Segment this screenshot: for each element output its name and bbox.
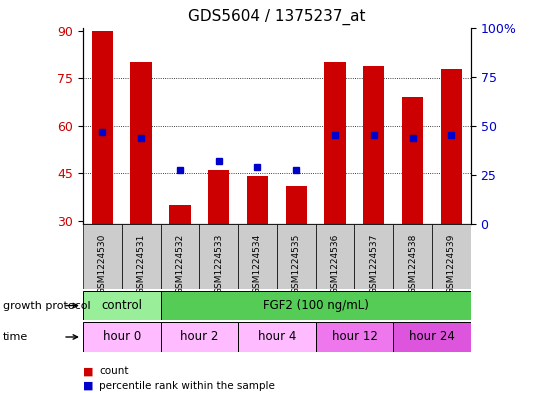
- Bar: [169, 205, 190, 224]
- Bar: [324, 62, 346, 224]
- Bar: [354, 224, 393, 289]
- Title: GDS5604 / 1375237_at: GDS5604 / 1375237_at: [188, 9, 365, 25]
- Bar: [393, 224, 432, 289]
- Text: hour 12: hour 12: [332, 331, 377, 343]
- Bar: [121, 224, 160, 289]
- Bar: [160, 224, 199, 289]
- Bar: [441, 69, 462, 224]
- Text: GSM1224531: GSM1224531: [136, 234, 146, 294]
- Bar: [363, 66, 385, 224]
- Text: count: count: [99, 366, 128, 376]
- Text: hour 0: hour 0: [103, 331, 141, 343]
- Bar: [432, 224, 471, 289]
- Bar: [247, 176, 268, 224]
- Bar: [402, 97, 423, 224]
- Bar: [83, 322, 160, 352]
- Text: GSM1224530: GSM1224530: [98, 234, 107, 294]
- Bar: [316, 322, 393, 352]
- Text: time: time: [3, 332, 28, 342]
- Bar: [286, 186, 307, 224]
- Text: GSM1224539: GSM1224539: [447, 234, 456, 294]
- Text: GSM1224535: GSM1224535: [292, 234, 301, 294]
- Bar: [199, 224, 238, 289]
- Bar: [131, 62, 152, 224]
- Text: growth protocol: growth protocol: [3, 301, 90, 310]
- Text: GSM1224538: GSM1224538: [408, 234, 417, 294]
- Text: control: control: [101, 299, 142, 312]
- Text: hour 4: hour 4: [258, 331, 296, 343]
- Bar: [160, 322, 238, 352]
- Text: hour 2: hour 2: [180, 331, 218, 343]
- Text: FGF2 (100 ng/mL): FGF2 (100 ng/mL): [263, 299, 369, 312]
- Text: ■: ■: [83, 366, 94, 376]
- Text: GSM1224533: GSM1224533: [214, 234, 223, 294]
- Text: GSM1224534: GSM1224534: [253, 234, 262, 294]
- Bar: [83, 224, 122, 289]
- Text: hour 24: hour 24: [409, 331, 455, 343]
- Text: GSM1224536: GSM1224536: [331, 234, 340, 294]
- Bar: [83, 291, 160, 320]
- Bar: [277, 224, 316, 289]
- Bar: [91, 31, 113, 224]
- Bar: [316, 224, 354, 289]
- Text: GSM1224532: GSM1224532: [175, 234, 185, 294]
- Bar: [393, 322, 471, 352]
- Bar: [238, 224, 277, 289]
- Bar: [208, 170, 230, 224]
- Text: GSM1224537: GSM1224537: [369, 234, 378, 294]
- Bar: [238, 322, 316, 352]
- Bar: [160, 291, 471, 320]
- Text: percentile rank within the sample: percentile rank within the sample: [99, 381, 275, 391]
- Text: ■: ■: [83, 381, 94, 391]
